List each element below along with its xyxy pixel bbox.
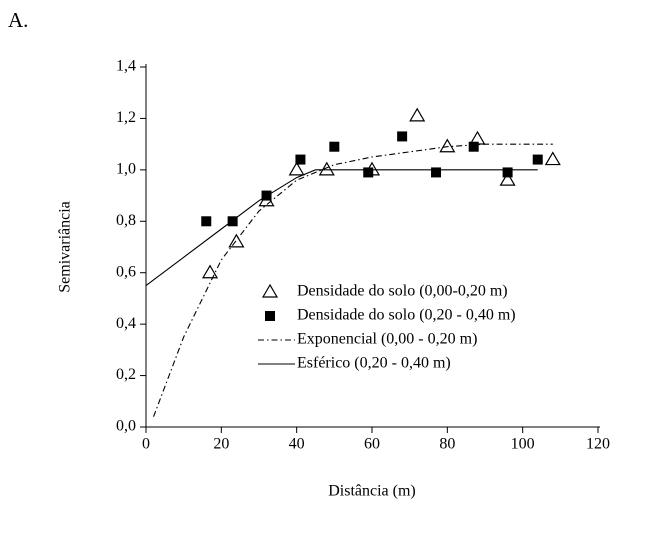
legend-marker (265, 311, 275, 321)
fit-line (145, 169, 538, 287)
y-tick-label: 1,2 (116, 109, 136, 126)
y-tick-label: 1,0 (116, 161, 136, 178)
legend-label: Densidade do solo (0,20 - 0,40 m) (297, 307, 516, 324)
y-tick-label: 0,4 (116, 315, 136, 332)
square-marker (431, 167, 442, 178)
y-tick-label: 0,2 (116, 366, 136, 383)
x-tick-label: 100 (511, 436, 535, 453)
square-marker (397, 131, 408, 142)
triangle-marker (499, 171, 516, 186)
x-tick-label: 80 (439, 436, 455, 453)
triangle-marker (544, 151, 561, 166)
x-tick-label: 60 (364, 436, 380, 453)
square-marker (468, 141, 479, 152)
square-marker (532, 154, 543, 165)
square-marker (295, 154, 306, 165)
legend-label: Densidade do solo (0,00-0,20 m) (297, 283, 508, 300)
x-tick-label: 40 (289, 436, 305, 453)
x-tick-label: 20 (213, 436, 229, 453)
x-tick-label: 120 (586, 436, 610, 453)
triangle-marker (228, 233, 245, 248)
x-tick-label: 0 (142, 436, 150, 453)
y-axis-label: Semivariância (57, 201, 74, 293)
legend-label: Exponencial (0,00 - 0,20 m) (297, 331, 477, 348)
legend-label: Esférico (0,20 - 0,40 m) (297, 355, 451, 372)
panel-label: A. (8, 8, 28, 32)
y-tick-label: 0,0 (116, 418, 136, 435)
y-tick-label: 1,4 (116, 58, 136, 75)
legend-marker (261, 283, 279, 298)
square-marker (502, 167, 513, 178)
triangle-marker (201, 264, 219, 279)
triangle-marker (409, 107, 426, 122)
y-tick-label: 0,8 (116, 212, 136, 229)
fit-line (153, 143, 553, 417)
y-tick-label: 0,6 (116, 263, 136, 280)
square-marker (363, 167, 374, 178)
square-marker (201, 216, 212, 227)
square-marker (329, 141, 340, 152)
triangle-marker (318, 161, 335, 176)
square-marker (227, 216, 238, 227)
x-axis-label: Distância (m) (328, 483, 416, 500)
triangle-marker (439, 138, 456, 153)
triangle-marker (288, 161, 305, 176)
